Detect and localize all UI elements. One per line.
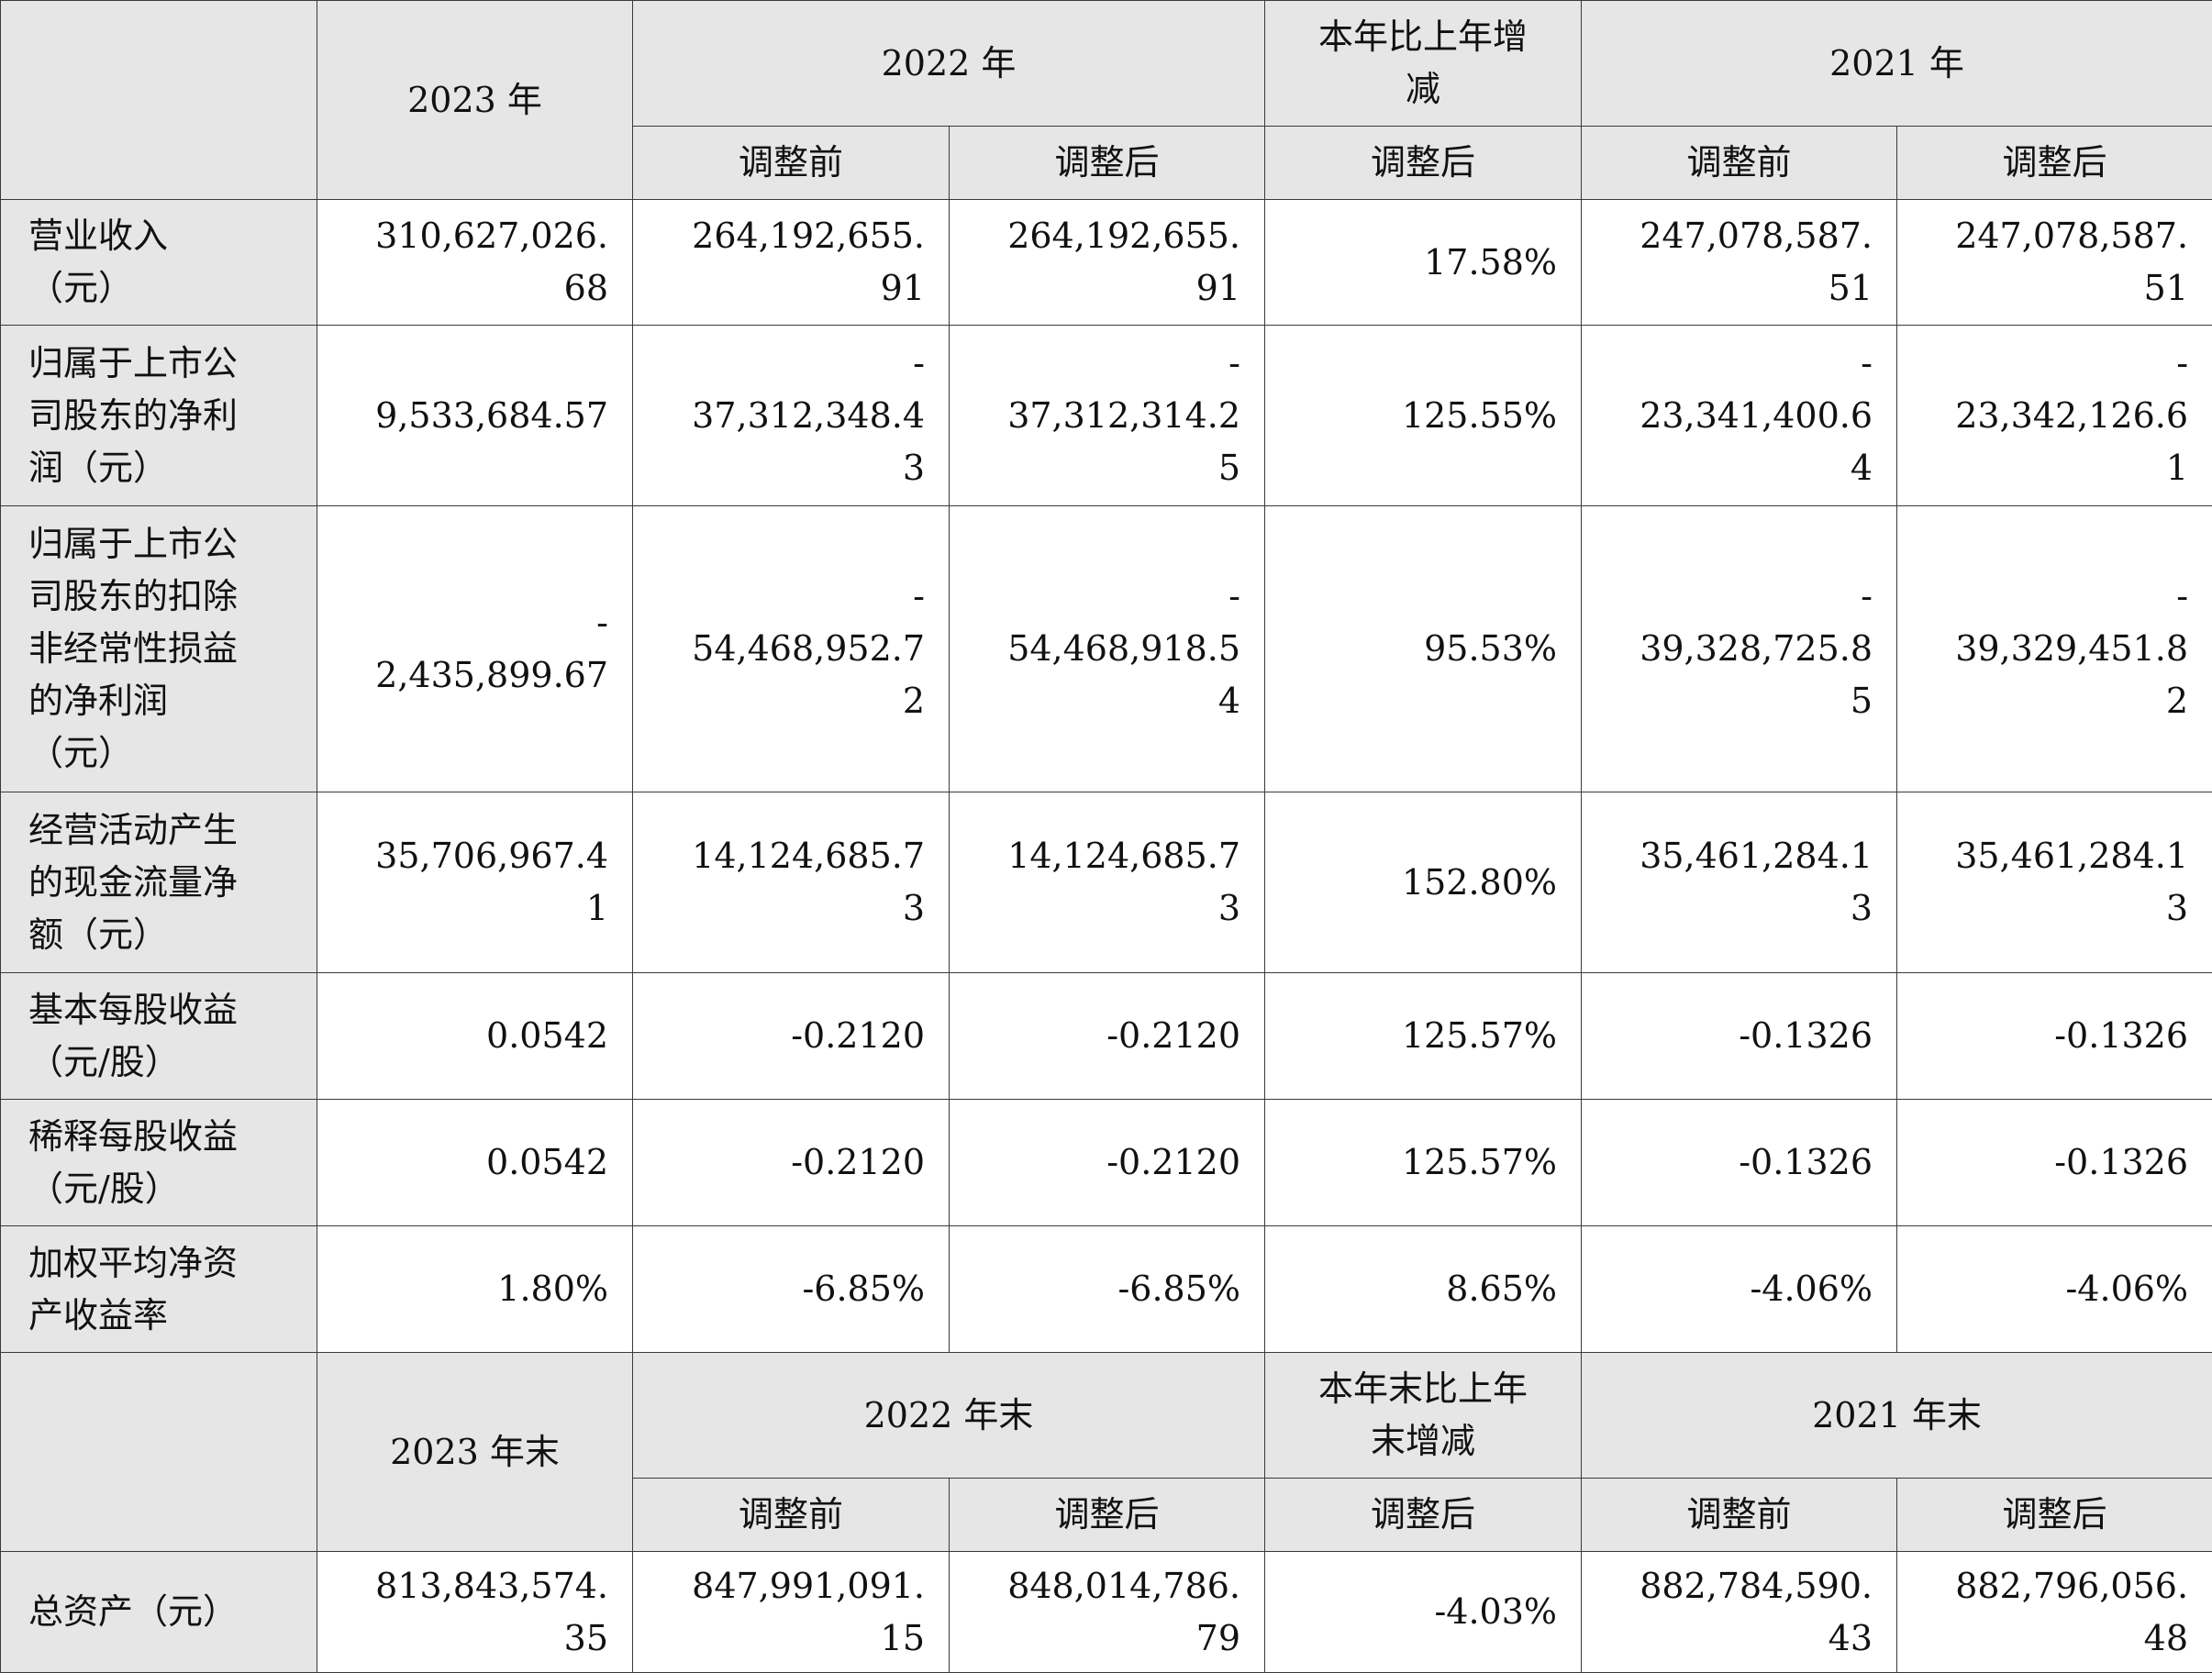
header-change-end: 本年末比上年 末增减: [1265, 1353, 1582, 1479]
row-label: 总资产（元）: [1, 1552, 317, 1673]
value-cell: - 39,328,725.8 5: [1582, 506, 1897, 792]
table-row: 总资产（元） 813,843,574. 35 847,991,091. 15 8…: [1, 1552, 2212, 1673]
header-year-2023: 2023 年: [317, 1, 633, 200]
header-blank-cell: [1, 1, 317, 200]
subheader-cell: 调整前: [633, 1479, 950, 1552]
subheader-cell: 调整后: [1265, 127, 1582, 200]
value-cell: 152.80%: [1265, 792, 1582, 973]
value-cell: -4.03%: [1265, 1552, 1582, 1673]
value-cell: 125.57%: [1265, 1100, 1582, 1226]
value-cell: 264,192,655. 91: [633, 200, 950, 326]
value-cell: -0.1326: [1582, 973, 1897, 1100]
header-year-2023-end: 2023 年末: [317, 1353, 633, 1552]
value-cell: 847,991,091. 15: [633, 1552, 950, 1673]
header-year-2022-end: 2022 年末: [633, 1353, 1265, 1479]
value-cell: 264,192,655. 91: [950, 200, 1265, 326]
value-cell: 848,014,786. 79: [950, 1552, 1265, 1673]
header-year-2021: 2021 年: [1582, 1, 2212, 127]
value-cell: 17.58%: [1265, 200, 1582, 326]
value-cell: 882,796,056. 48: [1897, 1552, 2212, 1673]
value-cell: 0.0542: [317, 973, 633, 1100]
value-cell: 14,124,685.7 3: [950, 792, 1265, 973]
value-cell: - 37,312,348.4 3: [633, 326, 950, 506]
value-cell: -0.2120: [950, 973, 1265, 1100]
value-cell: -0.2120: [633, 1100, 950, 1226]
value-cell: -4.06%: [1582, 1226, 1897, 1353]
row-label: 归属于上市公 司股东的净利 润（元）: [1, 326, 317, 506]
header-year-2022: 2022 年: [633, 1, 1265, 127]
value-cell: - 2,435,899.67: [317, 506, 633, 792]
subheader-cell: 调整后: [950, 127, 1265, 200]
row-label: 稀释每股收益 （元/股）: [1, 1100, 317, 1226]
value-cell: - 54,468,918.5 4: [950, 506, 1265, 792]
value-cell: 9,533,684.57: [317, 326, 633, 506]
value-cell: 35,461,284.1 3: [1582, 792, 1897, 973]
subheader-cell: 调整前: [1582, 1479, 1897, 1552]
row-label: 加权平均净资 产收益率: [1, 1226, 317, 1353]
subheader-cell: 调整后: [950, 1479, 1265, 1552]
value-cell: -0.1326: [1897, 1100, 2212, 1226]
subheader-cell: 调整前: [1582, 127, 1897, 200]
row-label: 归属于上市公 司股东的扣除 非经常性损益 的净利润 （元）: [1, 506, 317, 792]
table-row: 稀释每股收益 （元/股） 0.0542 -0.2120 -0.2120 125.…: [1, 1100, 2212, 1226]
value-cell: 125.57%: [1265, 973, 1582, 1100]
table-row: 归属于上市公 司股东的净利 润（元） 9,533,684.57 - 37,312…: [1, 326, 2212, 506]
value-cell: - 23,341,400.6 4: [1582, 326, 1897, 506]
value-cell: - 23,342,126.6 1: [1897, 326, 2212, 506]
value-cell: -0.1326: [1897, 973, 2212, 1100]
value-cell: 813,843,574. 35: [317, 1552, 633, 1673]
subheader-cell: 调整后: [1897, 127, 2212, 200]
row-label: 营业收入 （元）: [1, 200, 317, 326]
value-cell: 882,784,590. 43: [1582, 1552, 1897, 1673]
value-cell: 95.53%: [1265, 506, 1582, 792]
value-cell: 14,124,685.7 3: [633, 792, 950, 973]
value-cell: -6.85%: [950, 1226, 1265, 1353]
subheader-cell: 调整前: [633, 127, 950, 200]
table-row: 归属于上市公 司股东的扣除 非经常性损益 的净利润 （元） - 2,435,89…: [1, 506, 2212, 792]
value-cell: 1.80%: [317, 1226, 633, 1353]
value-cell: - 37,312,314.2 5: [950, 326, 1265, 506]
value-cell: 125.55%: [1265, 326, 1582, 506]
value-cell: 35,706,967.4 1: [317, 792, 633, 973]
value-cell: - 54,468,952.7 2: [633, 506, 950, 792]
subheader-cell: 调整后: [1897, 1479, 2212, 1552]
header-row: 2023 年 2022 年 本年比上年增 减 2021 年: [1, 1, 2212, 127]
value-cell: 247,078,587. 51: [1897, 200, 2212, 326]
value-cell: -4.06%: [1897, 1226, 2212, 1353]
table-row: 加权平均净资 产收益率 1.80% -6.85% -6.85% 8.65% -4…: [1, 1226, 2212, 1353]
header-year-2021-end: 2021 年末: [1582, 1353, 2212, 1479]
subheader-cell: 调整后: [1265, 1479, 1582, 1552]
value-cell: -6.85%: [633, 1226, 950, 1353]
table-row: 经营活动产生 的现金流量净 额（元） 35,706,967.4 1 14,124…: [1, 792, 2212, 973]
value-cell: 247,078,587. 51: [1582, 200, 1897, 326]
header-blank-cell: [1, 1353, 317, 1552]
value-cell: -0.2120: [633, 973, 950, 1100]
row-label: 基本每股收益 （元/股）: [1, 973, 317, 1100]
table-row: 基本每股收益 （元/股） 0.0542 -0.2120 -0.2120 125.…: [1, 973, 2212, 1100]
value-cell: -0.1326: [1582, 1100, 1897, 1226]
header-row: 2023 年末 2022 年末 本年末比上年 末增减 2021 年末: [1, 1353, 2212, 1479]
value-cell: -0.2120: [950, 1100, 1265, 1226]
value-cell: 8.65%: [1265, 1226, 1582, 1353]
table-row: 营业收入 （元） 310,627,026. 68 264,192,655. 91…: [1, 200, 2212, 326]
header-change: 本年比上年增 减: [1265, 1, 1582, 127]
value-cell: 0.0542: [317, 1100, 633, 1226]
value-cell: - 39,329,451.8 2: [1897, 506, 2212, 792]
row-label: 经营活动产生 的现金流量净 额（元）: [1, 792, 317, 973]
value-cell: 310,627,026. 68: [317, 200, 633, 326]
value-cell: 35,461,284.1 3: [1897, 792, 2212, 973]
